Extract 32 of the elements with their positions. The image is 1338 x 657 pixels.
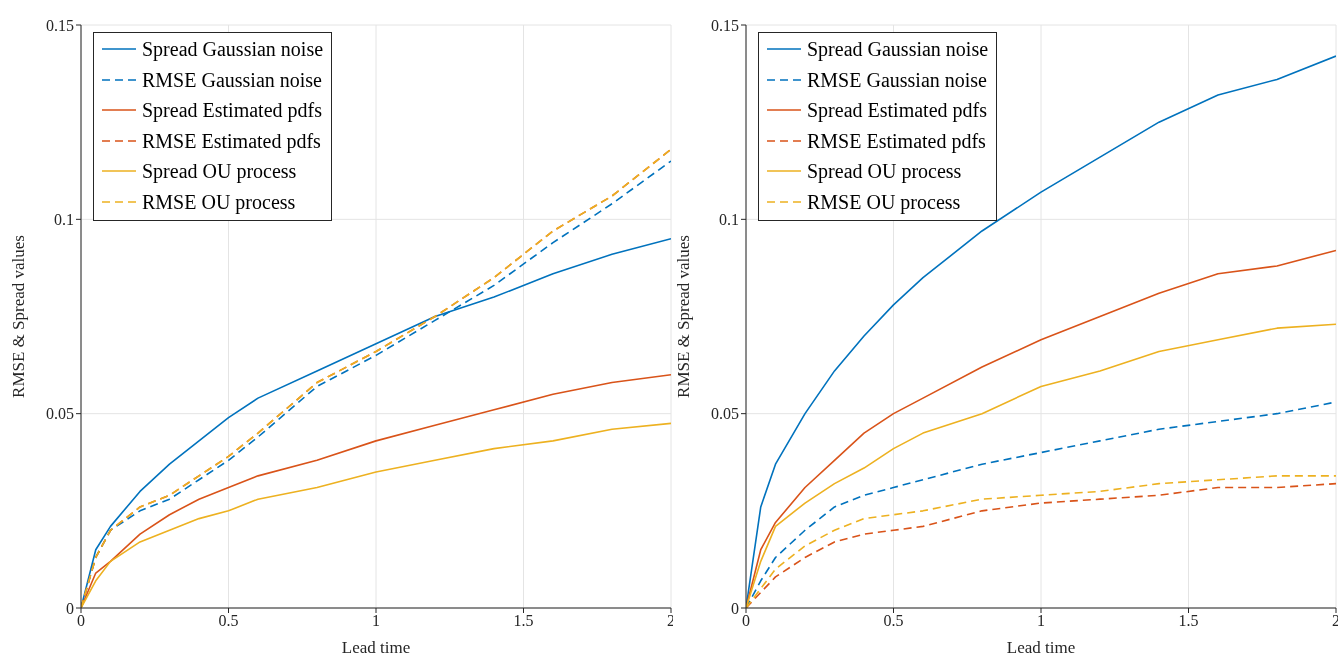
y-tick-label: 0.15 (46, 16, 74, 34)
legend-label: Spread Estimated pdfs (807, 98, 987, 124)
legend-label: Spread Estimated pdfs (142, 98, 322, 124)
x-axis-title: Lead time (1006, 638, 1076, 657)
y-tick-label: 0 (731, 599, 739, 617)
y-tick-label: 0.05 (46, 405, 74, 423)
y-tick-label: 0.15 (711, 16, 739, 34)
y-tick-label: 0.1 (719, 211, 739, 229)
legend-label: Spread OU process (142, 159, 297, 185)
legend-label: Spread OU process (807, 159, 962, 185)
legend-label: RMSE Estimated pdfs (142, 128, 321, 155)
legend-label: RMSE Gaussian noise (142, 67, 322, 93)
x-tick-label: 0.5 (883, 612, 904, 630)
legend-label: Spread Gaussian noise (142, 37, 324, 63)
y-axis-title: RMSE & Spread values (9, 235, 29, 398)
legend-label: Spread Gaussian noise (807, 37, 989, 63)
legend-label: RMSE Estimated pdfs (807, 128, 986, 155)
x-tick-label: 1.5 (1178, 612, 1199, 630)
x-tick-label: 1 (372, 612, 380, 630)
legend-label: RMSE OU process (807, 189, 961, 216)
legend-label: RMSE OU process (142, 189, 296, 216)
x-tick-label: 0.5 (218, 612, 239, 630)
x-axis-title: Lead time (341, 638, 411, 657)
x-tick-label: 1 (1037, 612, 1045, 630)
y-tick-label: 0 (66, 599, 74, 617)
y-tick-label: 0.1 (54, 211, 74, 229)
x-tick-label: 0 (77, 612, 85, 630)
y-axis-title: RMSE & Spread values (674, 235, 694, 398)
y-tick-label: 0.05 (711, 405, 739, 423)
x-tick-label: 1.5 (513, 612, 534, 630)
legend-label: RMSE Gaussian noise (807, 67, 987, 93)
x-tick-label: 0 (742, 612, 750, 630)
